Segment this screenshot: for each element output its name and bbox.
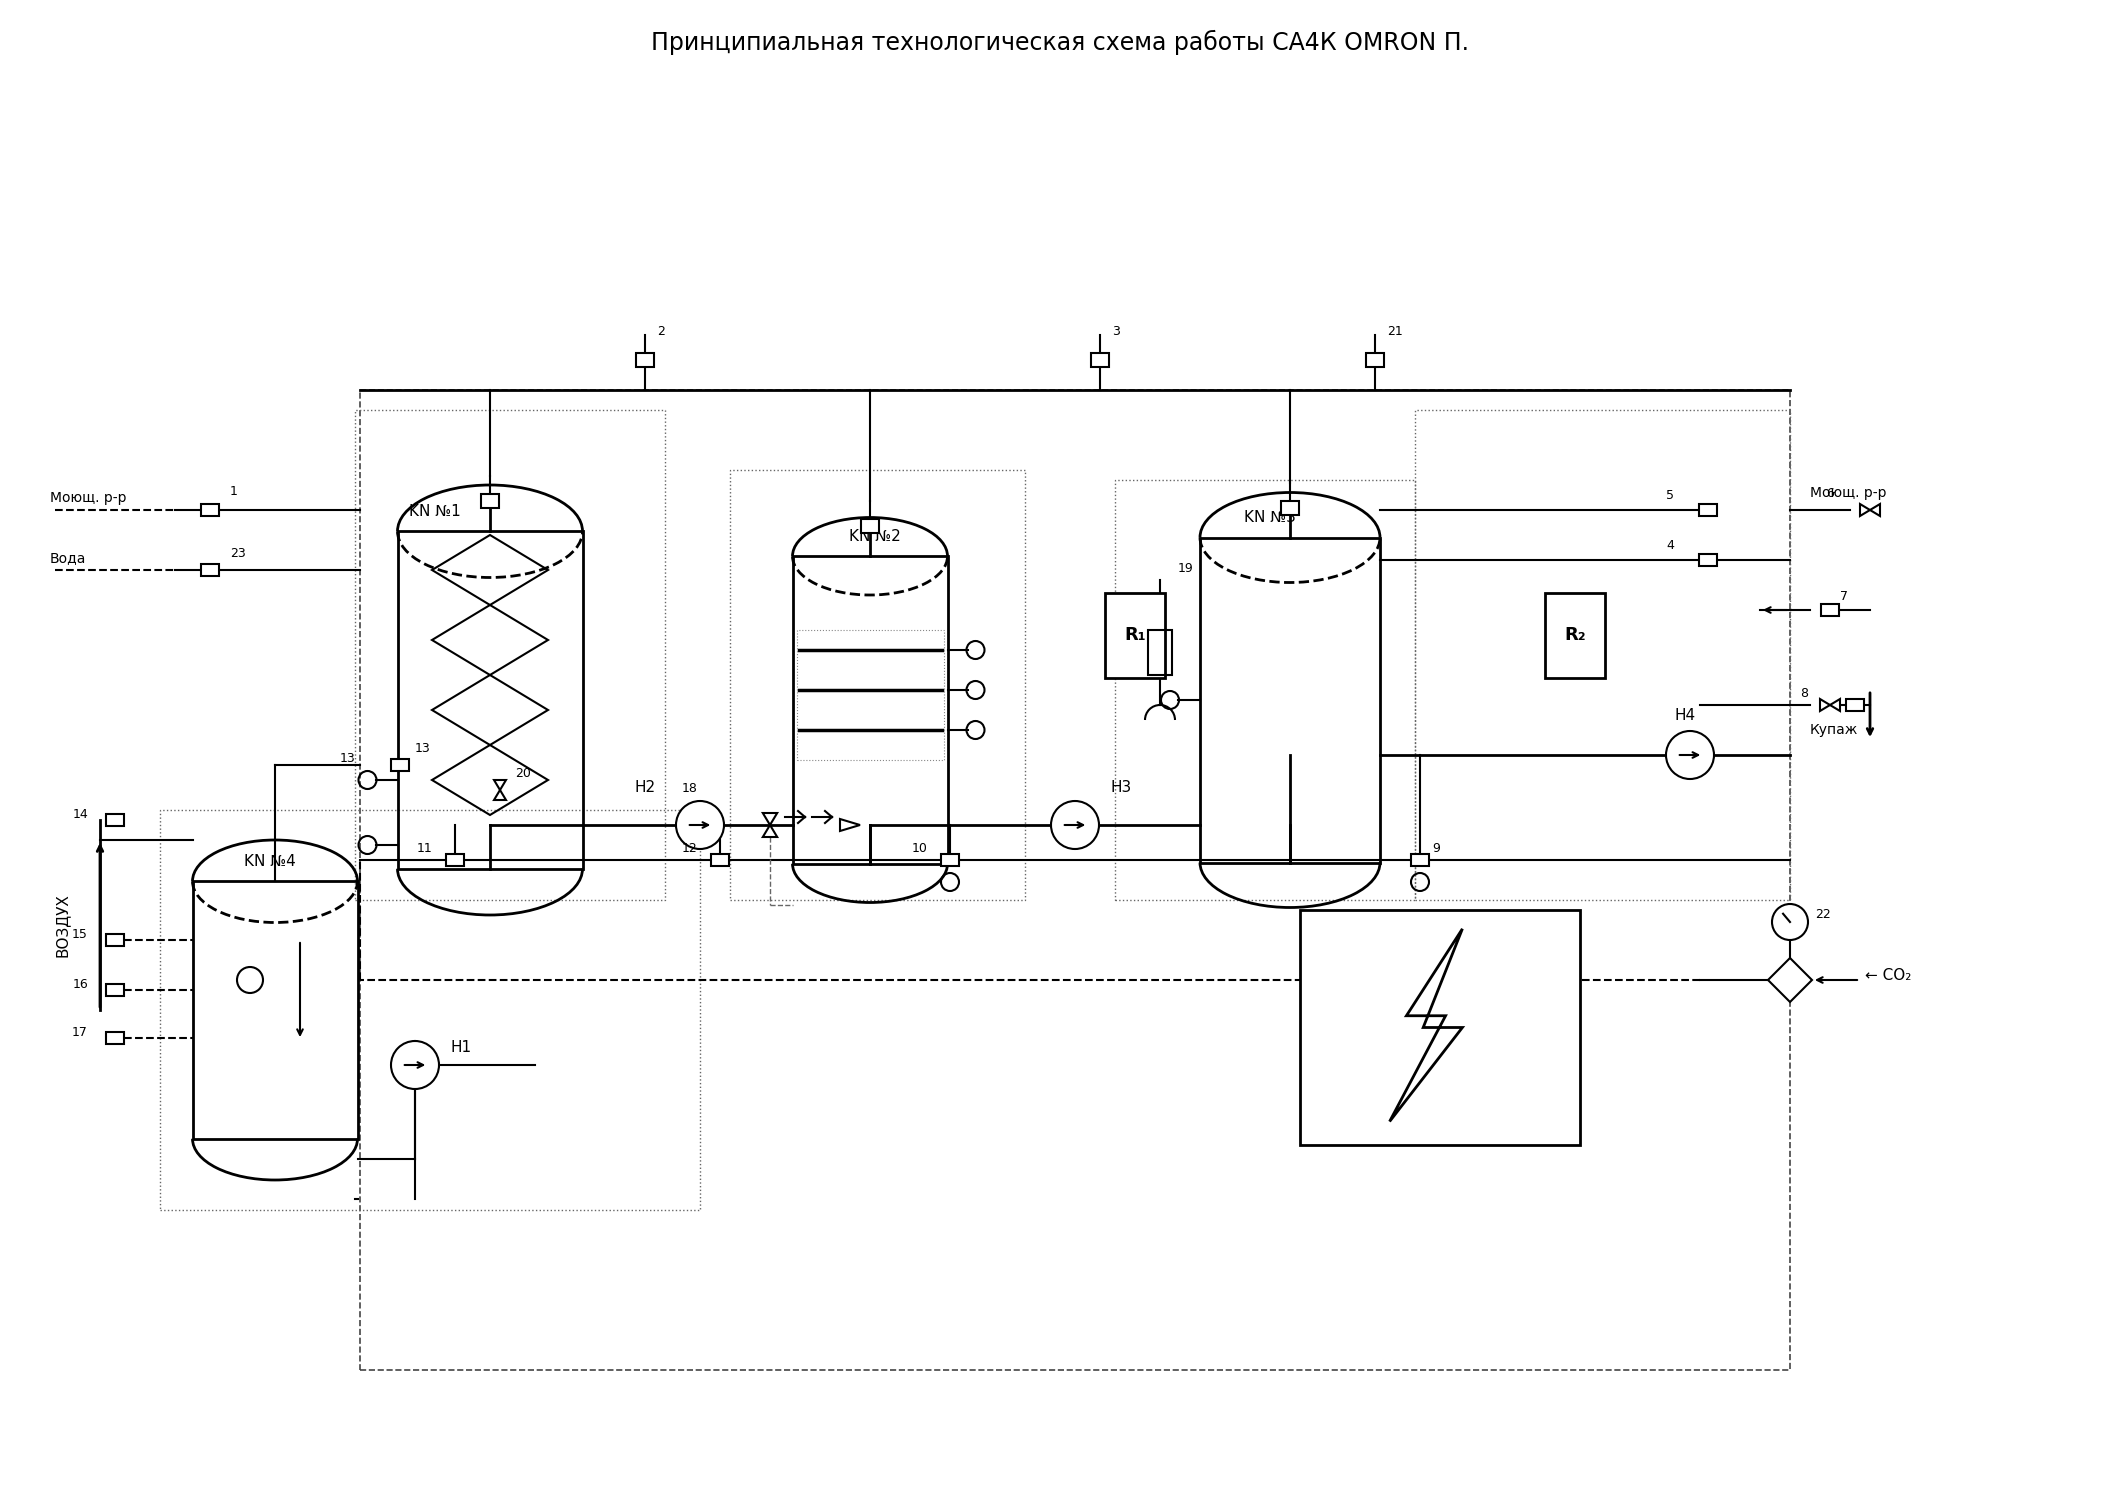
Bar [106,934,123,946]
Bar [361,390,1790,1370]
Text: 10: 10 [912,842,929,855]
Polygon shape [1769,958,1811,1002]
Bar [1147,630,1173,675]
Text: 12: 12 [683,842,698,855]
Text: 4: 4 [1667,538,1673,552]
Text: 19: 19 [1177,562,1194,574]
Bar [159,810,700,1210]
Bar [861,519,878,534]
Text: 21: 21 [1387,326,1402,338]
Bar [106,1032,123,1044]
Text: R₂: R₂ [1563,626,1587,644]
Bar [201,504,218,516]
Bar [1845,699,1864,711]
Text: R₁: R₁ [1124,626,1145,644]
Bar [1116,480,1415,900]
Bar [711,853,730,865]
Polygon shape [840,819,859,831]
Bar [1410,853,1430,865]
Text: Моющ. р-р: Моющ. р-р [1809,486,1886,500]
Bar [106,815,123,827]
Bar [1544,592,1606,678]
Text: KN №4: KN №4 [244,855,295,870]
Text: Н3: Н3 [1109,780,1130,795]
Text: 22: 22 [1816,909,1830,921]
Bar [1699,554,1718,566]
Bar [942,853,959,865]
Bar [1090,352,1109,368]
Text: ← CO₂: ← CO₂ [1864,968,1911,982]
Text: Н4: Н4 [1673,708,1695,723]
Bar [390,759,409,771]
Polygon shape [764,825,776,837]
Text: 15: 15 [72,928,87,942]
Text: KN №1: KN №1 [409,504,460,519]
Bar [397,531,583,868]
Text: 1: 1 [229,484,238,498]
Text: 3: 3 [1111,326,1120,338]
Bar [445,853,464,865]
Text: 14: 14 [72,807,87,820]
Circle shape [1052,801,1099,849]
Bar [1822,604,1839,616]
Circle shape [1771,904,1807,940]
Bar [1281,501,1298,515]
Text: 11: 11 [418,842,433,855]
Polygon shape [494,790,507,800]
Polygon shape [494,780,507,790]
Circle shape [677,801,723,849]
Text: Н1: Н1 [450,1040,471,1054]
Text: KN №3: KN №3 [1245,510,1296,525]
Text: Моющ. р-р: Моющ. р-р [51,490,127,506]
Text: 6: 6 [1826,488,1835,500]
Circle shape [390,1041,439,1089]
Bar [636,352,653,368]
Bar [354,410,666,900]
Text: 5: 5 [1665,489,1673,502]
Text: 17: 17 [72,1026,87,1039]
Text: 2: 2 [658,326,664,338]
Bar [1300,910,1580,1144]
Polygon shape [1860,504,1871,516]
Text: 13: 13 [339,752,354,765]
Bar [481,495,498,508]
Text: 9: 9 [1432,842,1440,855]
Bar [797,630,944,760]
Text: 20: 20 [515,766,530,780]
Bar [106,984,123,996]
Text: 18: 18 [683,782,698,795]
Text: 7: 7 [1841,590,1847,603]
Text: 23: 23 [229,548,246,560]
Text: 8: 8 [1801,687,1807,700]
Polygon shape [764,813,776,825]
Circle shape [1665,730,1714,778]
Polygon shape [1820,699,1830,711]
Bar [793,556,948,864]
Text: KN №2: KN №2 [848,530,901,544]
Text: Н2: Н2 [634,780,655,795]
Text: 16: 16 [72,978,87,992]
Bar [1415,410,1790,900]
Bar [1699,504,1718,516]
Polygon shape [1871,504,1879,516]
Bar [1200,537,1381,862]
Polygon shape [1830,699,1841,711]
Bar [730,470,1024,900]
Bar [1366,352,1385,368]
Text: ВОЗДУХ: ВОЗДУХ [55,892,70,957]
Bar [201,564,218,576]
Bar [193,882,358,1138]
Text: Купаж: Купаж [1809,723,1858,736]
Text: Принципиальная технологическая схема работы СА4К OMRON П.: Принципиальная технологическая схема раб… [651,30,1470,54]
Text: 13: 13 [416,742,431,754]
Text: Вода: Вода [51,550,87,566]
Bar [1105,592,1164,678]
